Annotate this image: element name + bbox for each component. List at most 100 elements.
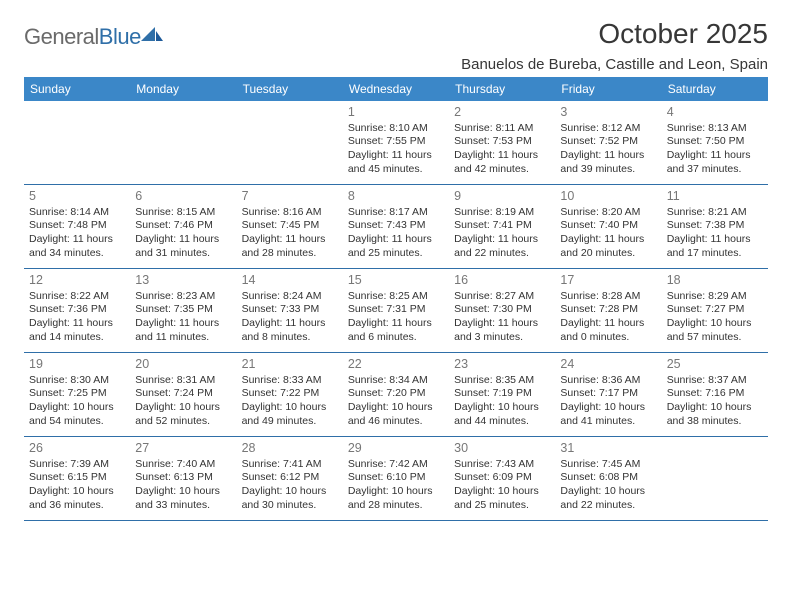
sunrise-line: Sunrise: 8:19 AM <box>454 206 550 220</box>
daylight-line: Daylight: 11 hours and 25 minutes. <box>348 233 444 261</box>
daylight-line: Daylight: 10 hours and 54 minutes. <box>29 401 125 429</box>
day-number: 23 <box>454 356 550 373</box>
daylight-line: Daylight: 11 hours and 11 minutes. <box>135 317 231 345</box>
day-header: Thursday <box>449 77 555 101</box>
sunset-line: Sunset: 6:09 PM <box>454 471 550 485</box>
sunset-line: Sunset: 6:15 PM <box>29 471 125 485</box>
sunrise-line: Sunrise: 8:21 AM <box>667 206 763 220</box>
day-number: 21 <box>242 356 338 373</box>
sunrise-line: Sunrise: 8:25 AM <box>348 290 444 304</box>
calendar-cell: 15Sunrise: 8:25 AMSunset: 7:31 PMDayligh… <box>343 269 449 353</box>
day-number: 10 <box>560 188 656 205</box>
day-number: 2 <box>454 104 550 121</box>
sunrise-line: Sunrise: 7:40 AM <box>135 458 231 472</box>
day-number: 30 <box>454 440 550 457</box>
calendar-cell: 27Sunrise: 7:40 AMSunset: 6:13 PMDayligh… <box>130 437 236 521</box>
sunrise-line: Sunrise: 8:30 AM <box>29 374 125 388</box>
day-number: 29 <box>348 440 444 457</box>
day-header: Saturday <box>662 77 768 101</box>
day-number: 8 <box>348 188 444 205</box>
brand-name: GeneralBlue <box>24 24 141 50</box>
day-number: 11 <box>667 188 763 205</box>
daylight-line: Daylight: 11 hours and 37 minutes. <box>667 149 763 177</box>
calendar-cell: 10Sunrise: 8:20 AMSunset: 7:40 PMDayligh… <box>555 185 661 269</box>
day-header: Tuesday <box>237 77 343 101</box>
calendar-cell <box>662 437 768 521</box>
brand-name-gray: General <box>24 24 99 49</box>
sunrise-line: Sunrise: 7:39 AM <box>29 458 125 472</box>
sunrise-line: Sunrise: 8:35 AM <box>454 374 550 388</box>
sunrise-line: Sunrise: 8:10 AM <box>348 122 444 136</box>
daylight-line: Daylight: 10 hours and 57 minutes. <box>667 317 763 345</box>
sunset-line: Sunset: 7:22 PM <box>242 387 338 401</box>
day-number: 20 <box>135 356 231 373</box>
sunrise-line: Sunrise: 7:43 AM <box>454 458 550 472</box>
day-header: Wednesday <box>343 77 449 101</box>
brand-name-blue: Blue <box>99 24 141 49</box>
calendar-cell: 3Sunrise: 8:12 AMSunset: 7:52 PMDaylight… <box>555 101 661 185</box>
daylight-line: Daylight: 10 hours and 25 minutes. <box>454 485 550 513</box>
sunrise-line: Sunrise: 8:12 AM <box>560 122 656 136</box>
sunset-line: Sunset: 7:25 PM <box>29 387 125 401</box>
daylight-line: Daylight: 10 hours and 46 minutes. <box>348 401 444 429</box>
sunset-line: Sunset: 7:48 PM <box>29 219 125 233</box>
sunset-line: Sunset: 7:50 PM <box>667 135 763 149</box>
sunset-line: Sunset: 7:38 PM <box>667 219 763 233</box>
day-number: 18 <box>667 272 763 289</box>
page-title: October 2025 <box>461 18 768 50</box>
calendar-cell: 6Sunrise: 8:15 AMSunset: 7:46 PMDaylight… <box>130 185 236 269</box>
sunset-line: Sunset: 7:36 PM <box>29 303 125 317</box>
calendar-cell: 16Sunrise: 8:27 AMSunset: 7:30 PMDayligh… <box>449 269 555 353</box>
sunset-line: Sunset: 6:08 PM <box>560 471 656 485</box>
sunset-line: Sunset: 7:17 PM <box>560 387 656 401</box>
daylight-line: Daylight: 11 hours and 6 minutes. <box>348 317 444 345</box>
calendar-cell: 1Sunrise: 8:10 AMSunset: 7:55 PMDaylight… <box>343 101 449 185</box>
day-number: 24 <box>560 356 656 373</box>
daylight-line: Daylight: 11 hours and 0 minutes. <box>560 317 656 345</box>
calendar-cell: 24Sunrise: 8:36 AMSunset: 7:17 PMDayligh… <box>555 353 661 437</box>
calendar-cell: 22Sunrise: 8:34 AMSunset: 7:20 PMDayligh… <box>343 353 449 437</box>
calendar-cell: 12Sunrise: 8:22 AMSunset: 7:36 PMDayligh… <box>24 269 130 353</box>
day-number: 26 <box>29 440 125 457</box>
sunset-line: Sunset: 7:28 PM <box>560 303 656 317</box>
day-header: Monday <box>130 77 236 101</box>
calendar-cell: 31Sunrise: 7:45 AMSunset: 6:08 PMDayligh… <box>555 437 661 521</box>
sunrise-line: Sunrise: 8:23 AM <box>135 290 231 304</box>
calendar-cell <box>130 101 236 185</box>
sunset-line: Sunset: 7:52 PM <box>560 135 656 149</box>
sunset-line: Sunset: 6:12 PM <box>242 471 338 485</box>
sunset-line: Sunset: 7:35 PM <box>135 303 231 317</box>
daylight-line: Daylight: 10 hours and 49 minutes. <box>242 401 338 429</box>
day-number: 5 <box>29 188 125 205</box>
day-number: 1 <box>348 104 444 121</box>
sunset-line: Sunset: 7:30 PM <box>454 303 550 317</box>
daylight-line: Daylight: 10 hours and 52 minutes. <box>135 401 231 429</box>
sunset-line: Sunset: 7:33 PM <box>242 303 338 317</box>
daylight-line: Daylight: 11 hours and 17 minutes. <box>667 233 763 261</box>
calendar-cell: 11Sunrise: 8:21 AMSunset: 7:38 PMDayligh… <box>662 185 768 269</box>
day-number: 3 <box>560 104 656 121</box>
sunrise-line: Sunrise: 8:33 AM <box>242 374 338 388</box>
calendar-cell <box>237 101 343 185</box>
sunset-line: Sunset: 7:40 PM <box>560 219 656 233</box>
calendar-cell: 4Sunrise: 8:13 AMSunset: 7:50 PMDaylight… <box>662 101 768 185</box>
sunset-line: Sunset: 7:19 PM <box>454 387 550 401</box>
calendar-cell: 9Sunrise: 8:19 AMSunset: 7:41 PMDaylight… <box>449 185 555 269</box>
calendar-cell: 26Sunrise: 7:39 AMSunset: 6:15 PMDayligh… <box>24 437 130 521</box>
day-number: 22 <box>348 356 444 373</box>
daylight-line: Daylight: 11 hours and 22 minutes. <box>454 233 550 261</box>
daylight-line: Daylight: 10 hours and 38 minutes. <box>667 401 763 429</box>
daylight-line: Daylight: 10 hours and 33 minutes. <box>135 485 231 513</box>
sunset-line: Sunset: 6:13 PM <box>135 471 231 485</box>
sunset-line: Sunset: 7:27 PM <box>667 303 763 317</box>
day-number: 6 <box>135 188 231 205</box>
calendar-grid: SundayMondayTuesdayWednesdayThursdayFrid… <box>24 77 768 521</box>
daylight-line: Daylight: 10 hours and 28 minutes. <box>348 485 444 513</box>
calendar-cell: 2Sunrise: 8:11 AMSunset: 7:53 PMDaylight… <box>449 101 555 185</box>
daylight-line: Daylight: 10 hours and 44 minutes. <box>454 401 550 429</box>
calendar-cell: 29Sunrise: 7:42 AMSunset: 6:10 PMDayligh… <box>343 437 449 521</box>
location-subtitle: Banuelos de Bureba, Castille and Leon, S… <box>461 56 768 73</box>
calendar-cell: 7Sunrise: 8:16 AMSunset: 7:45 PMDaylight… <box>237 185 343 269</box>
day-header: Friday <box>555 77 661 101</box>
daylight-line: Daylight: 10 hours and 30 minutes. <box>242 485 338 513</box>
